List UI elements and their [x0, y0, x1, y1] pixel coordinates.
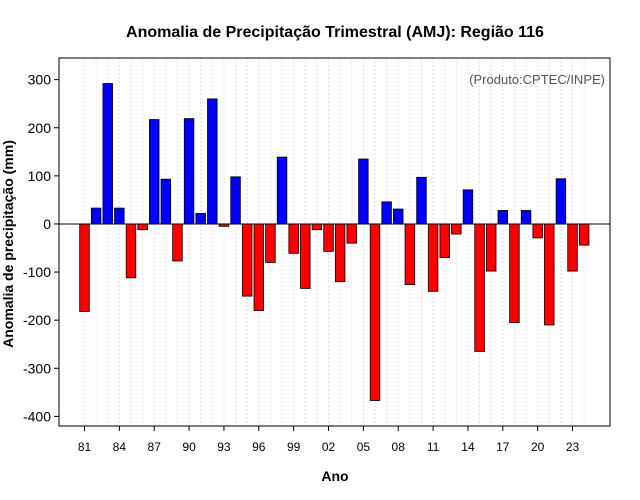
bar-2013 — [451, 223, 462, 235]
bar-1984 — [114, 207, 125, 225]
x-tick-label: 02 — [322, 440, 336, 454]
bar-2024 — [578, 223, 590, 246]
bar-1998 — [276, 156, 288, 225]
y-tick-label: 200 — [28, 120, 52, 136]
bar-2008 — [393, 208, 404, 225]
bar-2017 — [497, 210, 509, 225]
x-tick-label: 11 — [427, 440, 440, 454]
y-tick-label: -400 — [23, 408, 51, 424]
y-axis: -400 -300 -200 -100 0 100 200 300 — [23, 72, 59, 424]
x-tick-label: 23 — [566, 440, 580, 454]
y-axis-title: Anomalia de precipitação (mm) — [0, 140, 16, 348]
bar-1992 — [207, 98, 218, 225]
bar-2021 — [544, 223, 555, 326]
bar-1985 — [125, 223, 137, 279]
bar-1988 — [160, 178, 172, 225]
bar-1982 — [90, 207, 102, 225]
y-tick-label: -100 — [23, 264, 51, 280]
bar-2009 — [404, 223, 416, 285]
x-tick-label: 99 — [287, 440, 301, 454]
bar-2002 — [323, 223, 334, 252]
bar-2003 — [334, 223, 346, 283]
bar-1991 — [195, 212, 206, 225]
y-tick-label: 0 — [43, 216, 51, 232]
y-tick-label: -300 — [23, 360, 51, 376]
grid-lines — [84, 58, 585, 426]
y-tick-label: -200 — [23, 312, 51, 328]
bar-2016 — [485, 223, 497, 272]
x-tick-label: 17 — [496, 440, 510, 454]
x-tick-label: 08 — [392, 440, 406, 454]
x-tick-label: 05 — [357, 440, 371, 454]
chart-title: Anomalia de Precipitação Trimestral (AMJ… — [126, 24, 544, 41]
bar-1999 — [288, 223, 299, 254]
bar-2020 — [532, 223, 543, 239]
bar-2014 — [462, 189, 474, 225]
bar-2011 — [427, 223, 439, 292]
bar-2000 — [300, 223, 311, 289]
x-tick-label: 87 — [148, 440, 162, 454]
x-tick-label: 14 — [461, 440, 475, 454]
plot-frame — [58, 57, 611, 427]
bar-2022 — [555, 178, 567, 225]
bars — [79, 83, 590, 401]
y-tick-label: 100 — [28, 168, 52, 184]
source-label: (Produto:CPTEC/INPE) — [469, 72, 605, 87]
x-tick-label: 20 — [531, 440, 545, 454]
bar-1983 — [102, 83, 113, 225]
y-tick-label: 300 — [28, 72, 52, 88]
x-tick-label: 81 — [78, 440, 92, 454]
bar-1990 — [183, 118, 195, 225]
bar-2006 — [369, 223, 381, 401]
bar-1986 — [137, 223, 148, 231]
bar-1987 — [149, 119, 160, 225]
bar-1996 — [253, 223, 265, 311]
bar-2023 — [567, 223, 578, 272]
bar-1994 — [230, 176, 241, 225]
x-tick-label: 93 — [217, 440, 231, 454]
bar-1981 — [79, 223, 90, 312]
bar-2018 — [509, 223, 520, 323]
bar-2012 — [439, 223, 450, 259]
x-tick-label: 84 — [113, 440, 127, 454]
bar-2015 — [474, 223, 485, 352]
bar-1989 — [172, 223, 183, 262]
x-tick-label: 96 — [252, 440, 266, 454]
bar-2010 — [416, 176, 427, 225]
x-tick-label: 90 — [182, 440, 196, 454]
x-axis-title: Ano — [321, 468, 348, 484]
x-axis: 81 84 87 90 93 96 99 02 05 08 11 14 17 20 23 — [78, 426, 580, 454]
bar-1997 — [265, 223, 276, 263]
bar-2001 — [311, 223, 323, 231]
bar-2005 — [358, 158, 369, 225]
bar-2019 — [520, 210, 532, 225]
bar-2007 — [381, 201, 392, 225]
bar-2004 — [346, 223, 357, 244]
bar-1995 — [241, 223, 253, 297]
